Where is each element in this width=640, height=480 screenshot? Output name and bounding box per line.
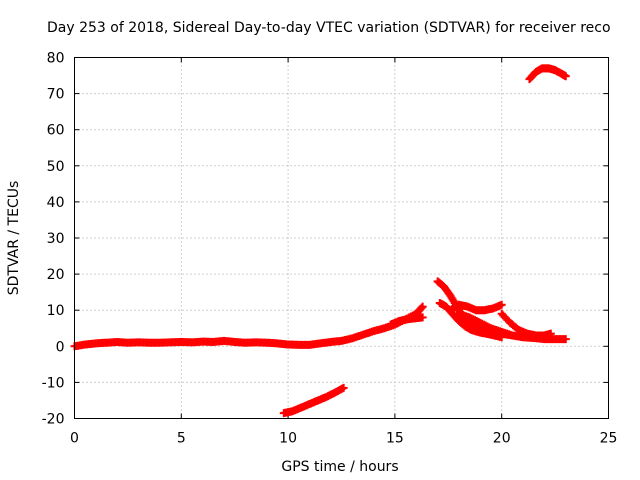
x-axis-label: GPS time / hours [281,459,398,475]
series-band-15-16 [386,313,427,329]
y-tick-label: 40 [47,195,65,211]
y-tick-label: 10 [47,303,65,319]
data-point [508,331,517,340]
y-tick-label: 80 [47,51,65,67]
data-point [497,300,506,309]
x-tick-label: 0 [70,431,79,447]
series-track-18-d [454,309,517,340]
y-tick-label: 60 [47,123,65,139]
y-tick-label: 0 [56,339,65,355]
data-point [418,302,427,311]
axes: 0 5 10 15 20 25 -20 -10 0 10 20 30 40 50 60 70 80 [42,51,618,447]
series-main-band [70,302,427,351]
series-track-20 [497,309,555,340]
plot-frame [74,57,609,419]
grid [74,57,609,419]
series-track-18-c [446,300,506,315]
data-point [418,313,427,322]
data-point [546,329,555,338]
y-tick-label: -20 [42,412,65,428]
y-tick-label: 70 [47,87,65,103]
data-points [70,64,570,418]
series-high-track [525,64,570,84]
y-tick-label: 50 [47,159,65,175]
data-point [339,383,348,392]
series-low-track [279,383,348,418]
y-tick-label: 20 [47,267,65,283]
data-point [417,303,426,312]
x-tick-label: 25 [600,431,618,447]
data-point [561,335,570,344]
y-axis-label: SDTVAR / TECUs [6,181,22,296]
y-tick-label: -10 [42,375,65,391]
x-tick-label: 20 [493,431,511,447]
chart-title: Day 253 of 2018, Sidereal Day-to-day VTE… [47,20,611,36]
y-tick-label: 30 [47,231,65,247]
x-tick-label: 15 [386,431,404,447]
x-tick-label: 5 [177,431,186,447]
x-tick-label: 10 [279,431,297,447]
data-point [561,72,570,81]
